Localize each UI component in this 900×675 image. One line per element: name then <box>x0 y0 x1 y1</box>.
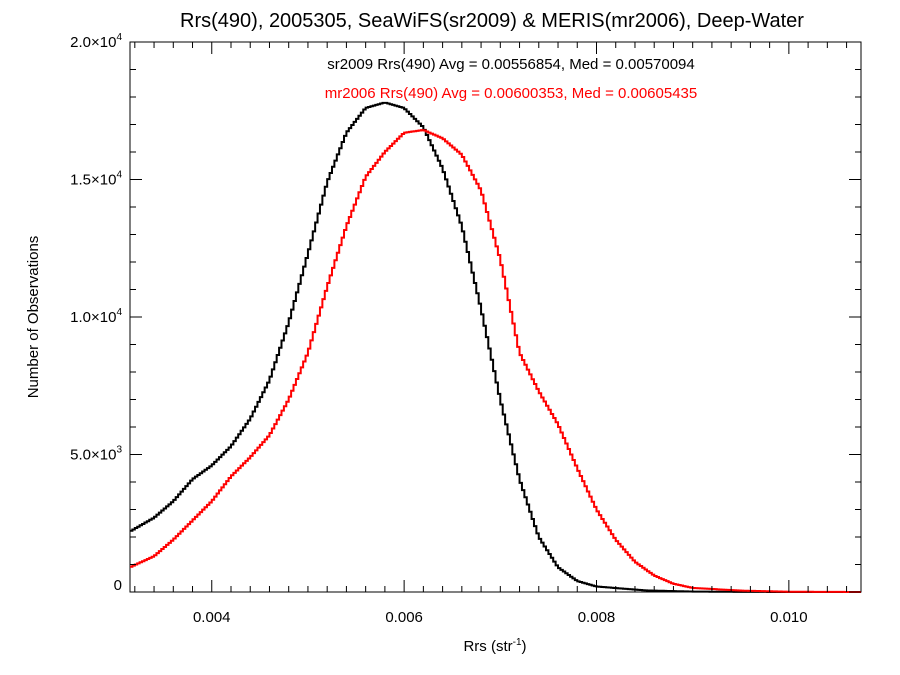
x-tick-label: 0.010 <box>770 609 808 626</box>
y-tick-label: 5.0×103 <box>70 445 122 464</box>
series-line-mr2006 <box>130 129 861 593</box>
plot-frame <box>129 41 862 593</box>
x-axis-label: Rrs (str-1) <box>463 637 526 655</box>
series-line-sr2009 <box>130 101 861 593</box>
y-tick-label: 1.5×104 <box>70 170 122 189</box>
chart-title: Rrs(490), 2005305, SeaWiFS(sr2009) & MER… <box>180 10 804 32</box>
annotation-sr2009: sr2009 Rrs(490) Avg = 0.00556854, Med = … <box>327 56 695 73</box>
series-layer <box>130 101 861 593</box>
annotation-mr2006: mr2006 Rrs(490) Avg = 0.00600353, Med = … <box>325 85 698 102</box>
y-tick-label: 0 <box>114 577 122 594</box>
x-tick-label: 0.008 <box>578 609 616 626</box>
y-tick-label: 1.0×104 <box>70 307 122 326</box>
x-tick-label: 0.006 <box>385 609 423 626</box>
y-tick-label: 2.0×104 <box>70 32 122 51</box>
x-ticks: 0.004 0.006 0.008 0.010 <box>134 42 848 626</box>
y-axis-label: Number of Observations <box>25 236 42 399</box>
y-ticks: 0 5.0×103 1.0×104 1.5×104 2.0×104 <box>70 32 861 594</box>
x-tick-label: 0.004 <box>193 609 231 626</box>
